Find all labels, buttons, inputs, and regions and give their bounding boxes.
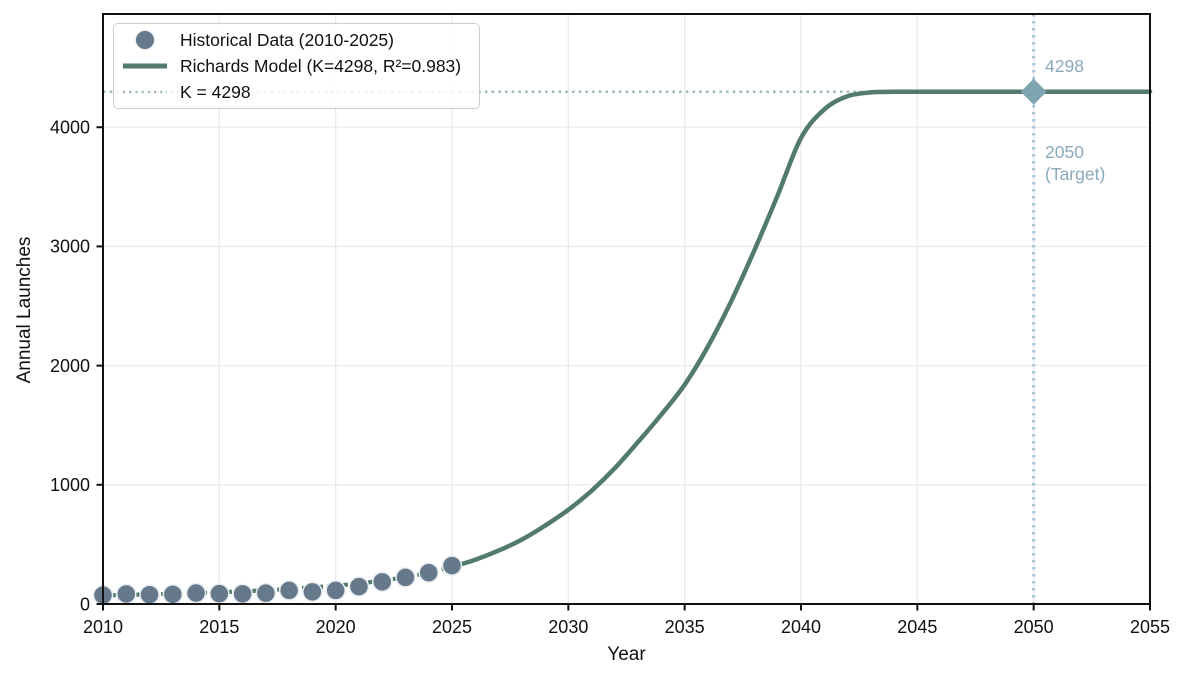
- capacity-annotation: 4298: [1045, 56, 1084, 76]
- x-tick-label: 2020: [316, 617, 356, 637]
- y-tick-label: 2000: [50, 356, 90, 376]
- historical-point: [162, 584, 184, 605]
- legend-label-kline: K = 4298: [180, 81, 251, 102]
- model-line-icon: [123, 63, 167, 69]
- legend-row-kline: K = 4298: [114, 79, 479, 105]
- historical-point: [325, 580, 346, 601]
- historical-point: [255, 582, 277, 604]
- historical-point: [302, 581, 323, 603]
- historical-point: [348, 576, 370, 597]
- historical-point: [139, 584, 160, 605]
- model-curve-dashed: [102, 564, 453, 598]
- model-curve: [102, 89, 1153, 598]
- historical-point: [185, 582, 207, 604]
- historical-point: [278, 580, 300, 601]
- target-year-annotation: 2050 (Target): [1045, 141, 1105, 185]
- historical-point: [116, 583, 137, 605]
- tick-labels: 2010 2015 2020 2025 2030 2035 2040 2045 2050 2055…: [50, 118, 1170, 637]
- y-tick-label: 1000: [50, 475, 90, 495]
- historical-point: [209, 583, 230, 604]
- axis-ticks: [96, 126, 1151, 611]
- historical-point: [395, 567, 416, 588]
- x-tick-label: 2025: [432, 617, 472, 637]
- legend: Historical Data (2010-2025) Richards Mod…: [113, 23, 480, 109]
- plot-border: [102, 13, 1151, 605]
- historical-data-point-icon: [135, 30, 155, 50]
- target-caption-text: (Target): [1045, 164, 1106, 184]
- historical-point: [371, 571, 393, 593]
- x-tick-label: 2015: [199, 617, 239, 637]
- x-tick-label: 2010: [83, 617, 123, 637]
- k-line-icon: [123, 90, 167, 94]
- plot-frame: [102, 13, 1151, 605]
- x-tick-label: 2035: [665, 617, 705, 637]
- legend-label-model: Richards Model (K=4298, R²=0.983): [180, 55, 462, 76]
- y-axis-label: Annual Launches: [14, 236, 35, 384]
- x-tick-label: 2040: [781, 617, 821, 637]
- x-tick-label: 2045: [897, 617, 937, 637]
- historical-point: [441, 555, 463, 576]
- x-tick-label: 2030: [548, 617, 588, 637]
- historical-points: [92, 555, 463, 606]
- target-diamond: [1020, 78, 1047, 105]
- x-tick-label: 2050: [1014, 617, 1054, 637]
- legend-row-model: Richards Model (K=4298, R²=0.983): [114, 53, 479, 79]
- legend-label-historical: Historical Data (2010-2025): [180, 29, 394, 50]
- x-axis-label: Year: [607, 644, 646, 665]
- legend-row-historical: Historical Data (2010-2025): [114, 27, 479, 53]
- x-tick-label: 2055: [1130, 617, 1170, 637]
- historical-point: [418, 562, 439, 583]
- target-year-text: 2050: [1045, 142, 1084, 162]
- target-diamond-marker: [1020, 78, 1047, 105]
- y-tick-label: 4000: [50, 118, 90, 138]
- model-curve-solid: [449, 89, 1153, 570]
- y-tick-label: 3000: [50, 237, 90, 257]
- historical-point: [232, 583, 253, 605]
- y-tick-label: 0: [80, 594, 90, 614]
